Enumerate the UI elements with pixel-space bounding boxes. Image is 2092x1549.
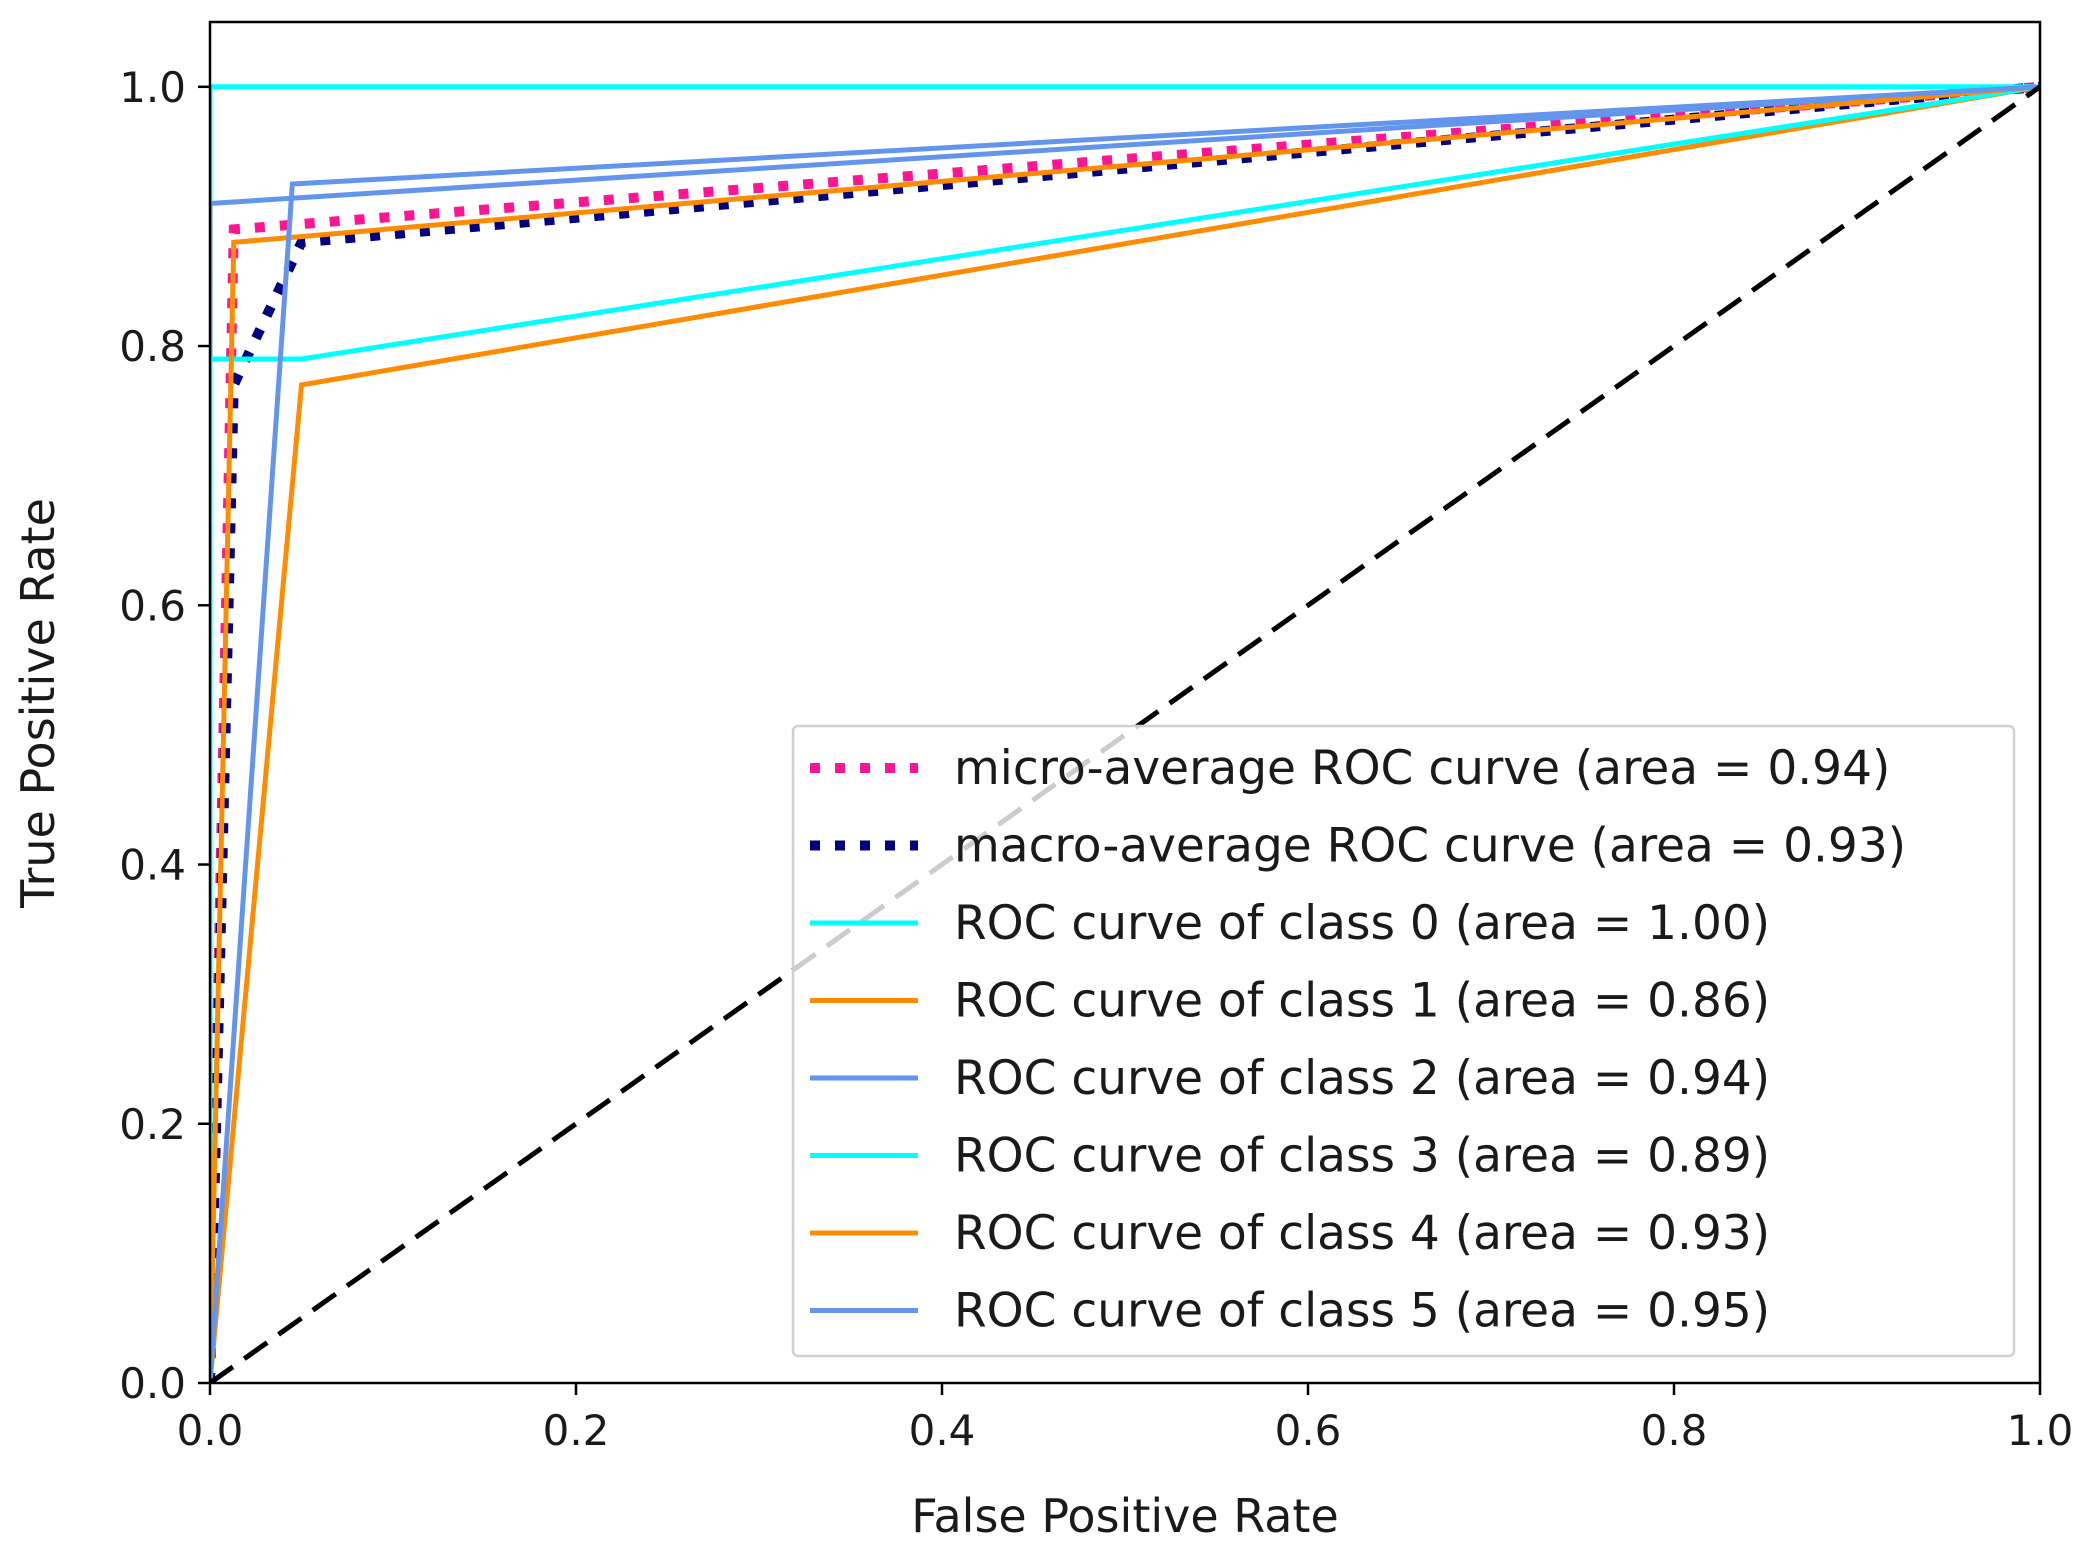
legend-box <box>791 724 2016 1358</box>
x-tick-label: 1.0 <box>2007 1406 2074 1455</box>
plot-area <box>210 81 2040 1383</box>
y-tick-label: 0.6 <box>119 581 186 630</box>
x-tick-label: 0.2 <box>543 1406 610 1455</box>
legend-label: ROC curve of class 1 (area = 0.86) <box>954 974 1770 1029</box>
x-axis-ticks: 0.0 0.2 0.4 0.6 0.8 1.0 <box>177 1383 2074 1455</box>
y-axis-label: True Positive Rate <box>11 498 65 909</box>
y-tick-label: 1.0 <box>119 63 186 112</box>
y-tick-label: 0.0 <box>119 1359 186 1408</box>
series-line-1 <box>210 81 2040 1383</box>
x-tick-label: 0.6 <box>1275 1406 1342 1455</box>
y-tick-label: 0.8 <box>119 322 186 371</box>
series-line-4 <box>210 84 2040 1383</box>
legend-label: ROC curve of class 3 (area = 0.89) <box>954 1129 1770 1184</box>
legend-label: ROC curve of class 5 (area = 0.95) <box>954 1284 1770 1339</box>
legend-label: ROC curve of class 2 (area = 0.94) <box>954 1051 1770 1106</box>
series-line-2 <box>210 84 2040 1383</box>
chance-diagonal-line <box>210 84 2040 1383</box>
y-tick-label: 0.2 <box>119 1100 186 1149</box>
legend-label: ROC curve of class 4 (area = 0.93) <box>954 1206 1770 1261</box>
x-tick-label: 0.4 <box>909 1406 976 1455</box>
legend-label: ROC curve of class 0 (area = 1.00) <box>954 896 1770 951</box>
y-tick-label: 0.4 <box>119 841 186 890</box>
y-axis-ticks: 0.0 0.2 0.4 0.6 0.8 1.0 <box>119 63 210 1408</box>
series-line-7 <box>210 84 2040 1383</box>
legend-label: macro-average ROC curve (area = 0.93) <box>954 819 1906 874</box>
plot-frame <box>208 20 2042 1385</box>
series-line-3 <box>210 84 2040 1383</box>
legend-label: micro-average ROC curve (area = 0.94) <box>954 741 1890 796</box>
x-tick-label: 0.8 <box>1641 1406 1708 1455</box>
x-tick-label: 0.0 <box>177 1406 244 1455</box>
series-line-6 <box>210 84 2040 1383</box>
x-axis-label: False Positive Rate <box>911 1489 1339 1543</box>
legend: micro-average ROC curve (area = 0.94) mac… <box>791 724 2016 1358</box>
